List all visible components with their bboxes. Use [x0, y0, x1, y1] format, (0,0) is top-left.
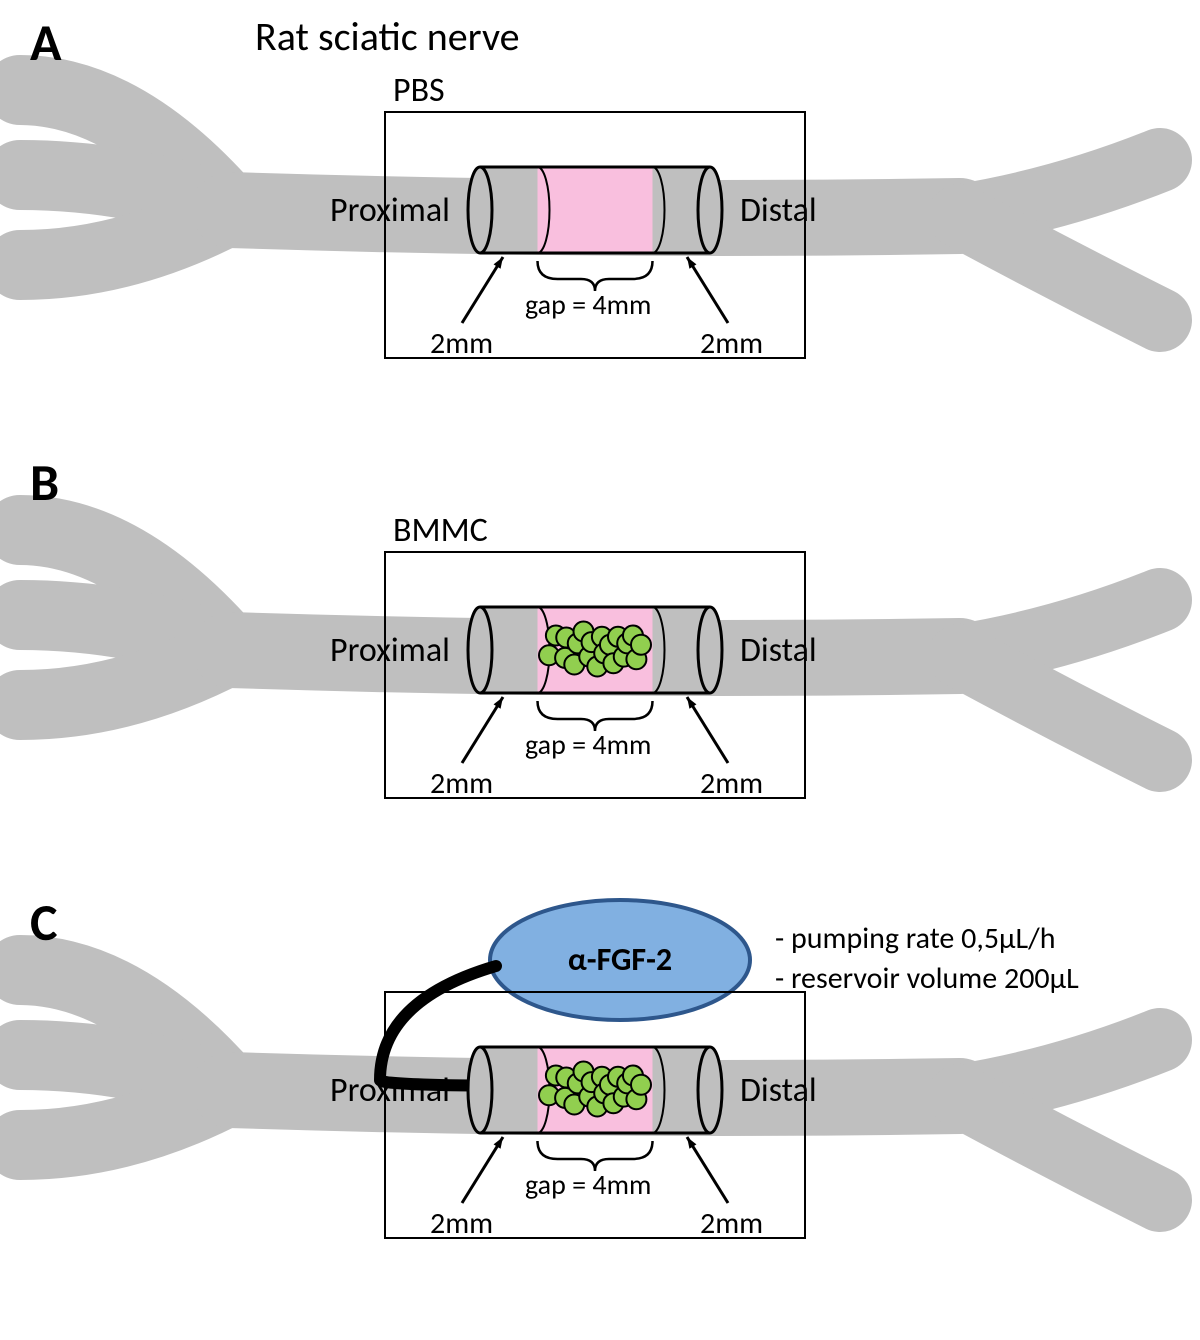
stump-left-label-A: 2mm — [430, 325, 493, 362]
distal-label-B: Distal — [740, 630, 817, 671]
panel-letter-A: A — [30, 10, 62, 74]
panel-letter-C: C — [30, 890, 58, 954]
distal-label-C: Distal — [740, 1070, 817, 1111]
condition-label-A: PBS — [393, 70, 445, 111]
condition-label-B: BMMC — [393, 510, 488, 551]
stump-left-label-B: 2mm — [430, 765, 493, 802]
gap-label-C: gap = 4mm — [525, 1167, 651, 1202]
proximal-label-C: Proximal — [330, 1070, 450, 1111]
panel-B-svg — [0, 440, 1200, 900]
gap-label-B: gap = 4mm — [525, 727, 651, 762]
stump-right-label-C: 2mm — [700, 1205, 763, 1242]
gap-label-A: gap = 4mm — [525, 287, 651, 322]
pump-spec-1: - reservoir volume 200μL — [775, 960, 1079, 997]
panel-letter-B: B — [30, 450, 59, 514]
svg-text:α-FGF-2: α-FGF-2 — [568, 940, 672, 979]
figure-root: Rat sciatic nerveAPBSProximalDistalgap =… — [0, 0, 1200, 1339]
stump-right-label-A: 2mm — [700, 325, 763, 362]
pump-spec-0: - pumping rate 0,5μL/h — [775, 920, 1056, 957]
stump-right-label-B: 2mm — [700, 765, 763, 802]
distal-label-A: Distal — [740, 190, 817, 231]
proximal-label-B: Proximal — [330, 630, 450, 671]
proximal-label-A: Proximal — [330, 190, 450, 231]
panel-A-svg — [0, 0, 1200, 460]
stump-left-label-C: 2mm — [430, 1205, 493, 1242]
